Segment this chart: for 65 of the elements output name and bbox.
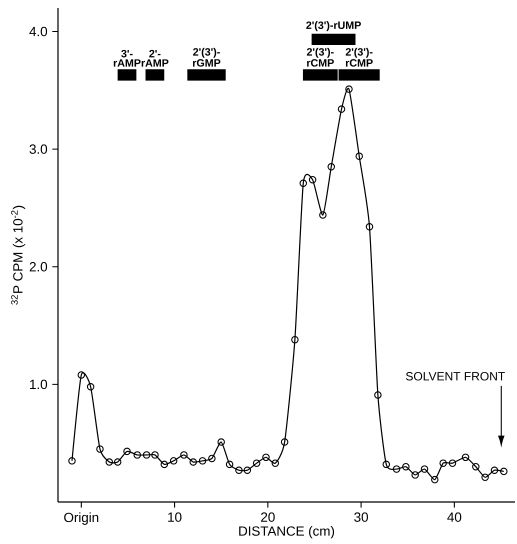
annotation: 2'(3')-rUMP [306, 21, 361, 32]
point [345, 85, 353, 93]
y-tick-label: 4.0 [29, 26, 48, 36]
point [189, 458, 197, 466]
point [68, 457, 76, 465]
point [356, 152, 363, 160]
y-tick-label: 2.0 [30, 262, 48, 272]
y-tick-label: 1.0 [30, 380, 48, 390]
point [244, 466, 252, 474]
point [114, 458, 122, 466]
point [431, 476, 439, 484]
point [481, 474, 489, 482]
point [96, 445, 104, 453]
annotation: 2'- rAMP [142, 50, 168, 67]
point [106, 458, 114, 466]
annotation: SOLVENT FRONT [406, 372, 505, 381]
point [123, 448, 131, 456]
point [500, 468, 508, 476]
point [226, 460, 234, 468]
point [338, 105, 346, 113]
point [319, 211, 327, 219]
point [490, 466, 498, 474]
point [252, 459, 260, 467]
y-axis-title: $^{32}$P CPM (x 10$^{-2}$) [11, 206, 26, 305]
annotation: 3'- rAMP [114, 50, 141, 67]
point [235, 466, 243, 474]
point [392, 465, 400, 473]
point [180, 451, 188, 459]
point [134, 451, 142, 459]
point [472, 462, 480, 470]
point [151, 451, 159, 459]
point [262, 454, 270, 462]
point [272, 459, 280, 467]
point [142, 451, 150, 459]
point [170, 457, 178, 465]
point [308, 176, 316, 184]
point [420, 465, 428, 473]
point [382, 460, 390, 468]
annotation: 2'(3')- rGMP [193, 48, 220, 67]
annotation: 2'(3')- rCMP [346, 48, 373, 67]
point [411, 471, 419, 479]
point [328, 163, 335, 171]
x-tick-label: 10 [168, 512, 182, 522]
point [217, 438, 225, 446]
point [374, 391, 382, 399]
y-tick-label: 3.0 [30, 144, 48, 154]
point [300, 180, 308, 187]
point [366, 223, 374, 231]
point [448, 459, 456, 467]
point [198, 457, 206, 465]
point [160, 460, 168, 468]
x-tick-label: 30 [354, 512, 368, 522]
point [86, 382, 94, 390]
point [208, 454, 216, 462]
x-axis-title: DISTANCE (cm) [239, 526, 334, 538]
point [402, 462, 410, 470]
point [462, 454, 470, 462]
point [280, 438, 288, 446]
annotation: 2'(3')- rCMP [306, 48, 334, 67]
x-tick-label: Origin [64, 512, 98, 525]
point [291, 336, 299, 344]
x-tick-label: 20 [261, 512, 275, 522]
x-tick-label: 40 [447, 512, 462, 522]
point [439, 459, 447, 467]
point [78, 371, 86, 379]
